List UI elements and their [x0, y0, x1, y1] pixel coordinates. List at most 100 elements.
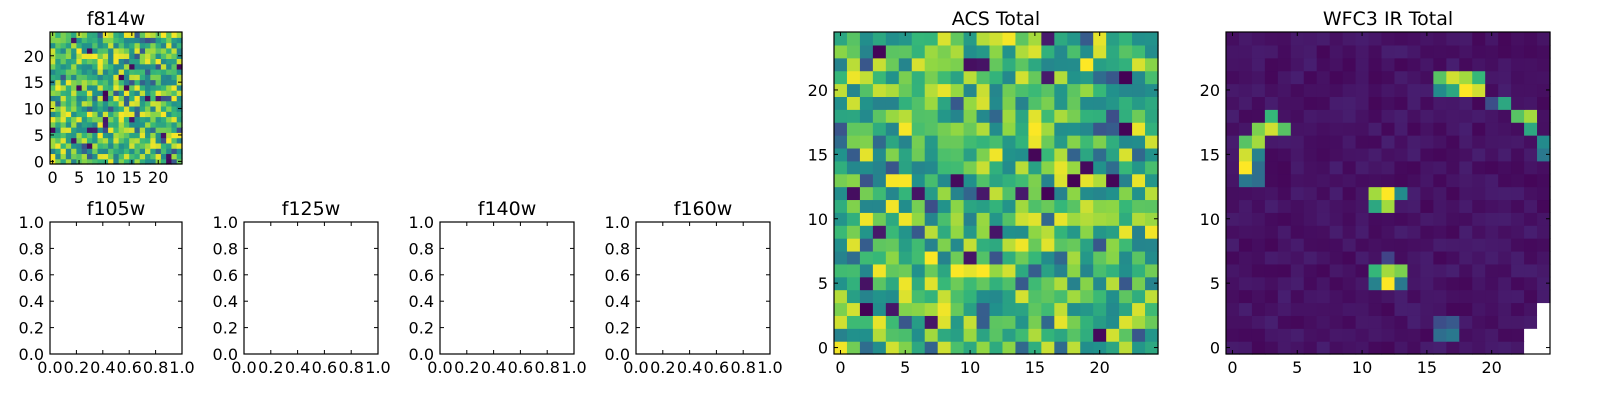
- heatmap-cell: [1303, 199, 1318, 213]
- heatmap-cell: [1498, 289, 1512, 304]
- heatmap-cell: [81, 53, 88, 59]
- heatmap-cell: [846, 263, 861, 278]
- heatmap-cell: [1342, 263, 1357, 278]
- heatmap-cell: [81, 79, 88, 86]
- heatmap-cell: [898, 212, 913, 226]
- heatmap-cell: [1132, 109, 1146, 123]
- heatmap-cell: [65, 148, 72, 155]
- heatmap-cell: [166, 32, 173, 38]
- heatmap-cell: [885, 109, 900, 123]
- heatmap-cell: [872, 212, 887, 226]
- heatmap-cell: [1446, 70, 1460, 85]
- heatmap-cell: [950, 289, 965, 304]
- heatmap-cell: [102, 42, 109, 49]
- heatmap-cell: [1316, 160, 1331, 175]
- heatmap-cell: [1485, 70, 1499, 85]
- heatmap-cell: [1381, 302, 1396, 316]
- heatmap-cell: [1106, 109, 1120, 123]
- heatmap-cell: [1093, 328, 1107, 342]
- y-tick-label: 0.4: [19, 292, 44, 311]
- heatmap-cell: [139, 42, 146, 49]
- heatmap-cell: [1041, 263, 1055, 278]
- heatmap-cell: [1054, 263, 1068, 278]
- heatmap-cell: [1041, 238, 1055, 252]
- heatmap-cell: [1015, 32, 1029, 46]
- heatmap-cell: [76, 79, 83, 86]
- heatmap-cell: [1485, 186, 1499, 201]
- heatmap-cell: [1316, 302, 1331, 316]
- heatmap-cell: [1342, 186, 1357, 201]
- heatmap-cell: [155, 84, 162, 91]
- heatmap-cell: [950, 44, 965, 59]
- heatmap-cell: [134, 42, 141, 49]
- y-tick-label: 20: [1200, 81, 1220, 100]
- heatmap-cell: [1446, 44, 1460, 59]
- heatmap-cell: [123, 42, 130, 49]
- heatmap-cell: [1290, 70, 1305, 85]
- heatmap-cell: [1394, 70, 1409, 85]
- heatmap-cell: [1524, 315, 1538, 329]
- heatmap-cell: [846, 199, 861, 213]
- heatmap-cell: [872, 83, 887, 97]
- heatmap-cell: [1433, 225, 1447, 239]
- x-tick-label: 0.2: [454, 358, 479, 377]
- heatmap-cell: [1290, 83, 1305, 97]
- heatmap-cell: [1381, 341, 1396, 355]
- heatmap-cell: [171, 116, 178, 123]
- heatmap-cell: [1277, 147, 1292, 162]
- heatmap-cell: [1002, 212, 1017, 226]
- heatmap-cell: [911, 83, 926, 97]
- heatmap-cell: [1106, 83, 1120, 97]
- heatmap-cell: [1355, 57, 1370, 72]
- heatmap-cell: [92, 95, 99, 102]
- heatmap-cell: [171, 127, 178, 133]
- heatmap-cell: [937, 225, 952, 239]
- heatmap-cell: [1511, 122, 1525, 136]
- heatmap-cell: [139, 148, 146, 155]
- heatmap-cell: [76, 68, 83, 75]
- heatmap-cell: [1329, 263, 1344, 278]
- heatmap-cell: [145, 79, 151, 86]
- heatmap-cell: [1433, 70, 1447, 85]
- heatmap-cell: [81, 142, 88, 149]
- heatmap-cell: [1119, 341, 1133, 355]
- heatmap-cell: [976, 135, 991, 149]
- heatmap-cell: [1264, 315, 1279, 329]
- heatmap-cell: [1381, 122, 1396, 136]
- heatmap-cell: [1537, 147, 1551, 162]
- heatmap-cell: [1459, 328, 1473, 342]
- heatmap-cell: [71, 127, 77, 133]
- heatmap-cell: [1119, 328, 1133, 342]
- heatmap-cell: [86, 148, 93, 155]
- heatmap-cell: [1226, 57, 1240, 72]
- heatmap-cell: [1511, 315, 1525, 329]
- heatmap-cell: [1394, 199, 1409, 213]
- heatmap-cell: [1524, 186, 1538, 201]
- heatmap-cell: [160, 148, 167, 155]
- heatmap-cell: [1002, 122, 1017, 136]
- heatmap-cell: [1041, 341, 1055, 355]
- heatmap-cell: [1054, 186, 1068, 201]
- x-tick-label: 20: [1482, 358, 1502, 377]
- y-tick-label: 10: [808, 210, 828, 229]
- heatmap-cell: [1394, 212, 1409, 226]
- heatmap-cell: [150, 58, 157, 65]
- y-tick-label: 0.2: [409, 319, 434, 338]
- heatmap-cell: [118, 95, 125, 102]
- heatmap-cell: [872, 57, 887, 72]
- heatmap-cell: [1277, 173, 1292, 188]
- heatmap-cell: [1238, 83, 1253, 97]
- heatmap-cell: [963, 109, 978, 123]
- heatmap-cell: [97, 105, 104, 112]
- heatmap-cell: [71, 148, 77, 155]
- heatmap-cell: [1511, 70, 1525, 85]
- x-tick-label: 0: [1227, 358, 1237, 377]
- heatmap-cell: [1498, 109, 1512, 123]
- heatmap-cell: [872, 122, 887, 136]
- heatmap-cell: [150, 95, 157, 102]
- heatmap-cell: [86, 42, 93, 49]
- heatmap-cell: [118, 63, 125, 70]
- heatmap-cell: [963, 315, 978, 329]
- heatmap-cell: [1264, 135, 1279, 149]
- heatmap-cell: [50, 127, 56, 133]
